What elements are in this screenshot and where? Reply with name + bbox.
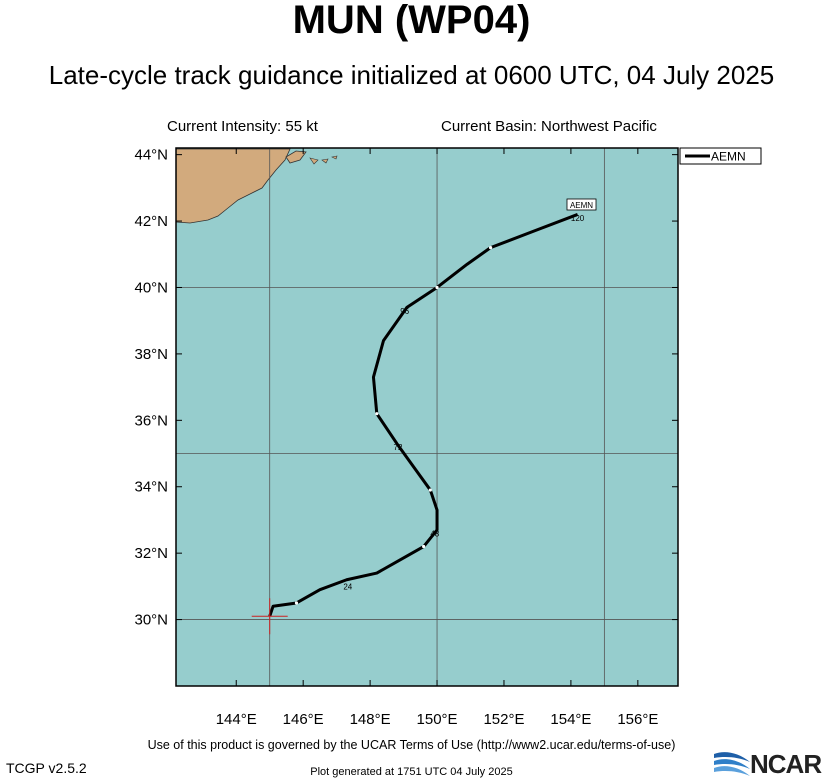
ncar-logo: NCAR [712,748,823,780]
track-label: AEMN [570,201,593,210]
lat-tick-label: 30°N [134,612,168,629]
lon-tick-label: 154°E [550,711,591,728]
lat-tick-label: 40°N [134,279,168,296]
lat-tick-label: 34°N [134,479,168,496]
page-subtitle: Late-cycle track guidance initialized at… [48,60,775,90]
track-point [375,412,379,416]
track-line [268,213,579,617]
lon-tick-label: 150°E [417,711,458,728]
lat-tick-label: 42°N [134,213,168,230]
track-label-box: AEMN [566,198,597,211]
track-aemn [268,213,579,617]
map-frame [175,147,679,687]
land-area [175,148,338,224]
lon-tick-label: 148°E [350,711,391,728]
ncar-logo-text: NCAR [750,749,822,779]
hour-label: 72 [394,443,403,452]
terms-footer: Use of this product is governed by the U… [147,738,676,752]
legend-label: AEMN [711,150,746,164]
lat-tick-labels: 44°N 42°N 40°N 38°N 36°N 34°N 32°N 30°N [134,147,168,629]
version-label: TCGP v2.5.2 [6,760,87,776]
lat-tick-label: 36°N [134,412,168,429]
lon-tick-label: 146°E [283,711,324,728]
hour-label: 96 [400,307,409,316]
hour-label: 24 [343,583,352,592]
track-point [422,544,426,549]
track-point [488,246,493,250]
initial-position-marker [251,598,288,635]
track-point [428,488,432,492]
lon-tick-labels: 144°E 146°E 148°E 150°E 152°E 154°E 156°E [216,711,659,728]
hour-label: 120 [571,214,585,223]
axis-ticks [176,148,678,686]
ocean-background [176,148,678,686]
ncar-logo-mark [714,752,750,776]
lat-tick-label: 44°N [134,147,168,164]
hour-label: 48 [430,530,439,539]
legend: AEMN [679,147,762,165]
current-intensity: Current Intensity: 55 kt [167,118,318,135]
lon-tick-label: 156°E [617,711,658,728]
forecast-hour-labels: 24 48 72 96 120 [343,214,584,592]
current-basin: Current Basin: Northwest Pacific [441,118,657,135]
grid-lines [176,148,678,686]
lon-tick-label: 144°E [216,711,257,728]
lat-tick-label: 38°N [134,346,168,363]
lon-tick-label: 152°E [483,711,524,728]
lat-tick-label: 32°N [134,545,168,562]
page-title: MUN (WP04) [292,0,531,42]
track-point [294,601,299,605]
track-point [435,285,439,290]
generated-time: Plot generated at 1751 UTC 04 July 2025 [310,766,513,778]
